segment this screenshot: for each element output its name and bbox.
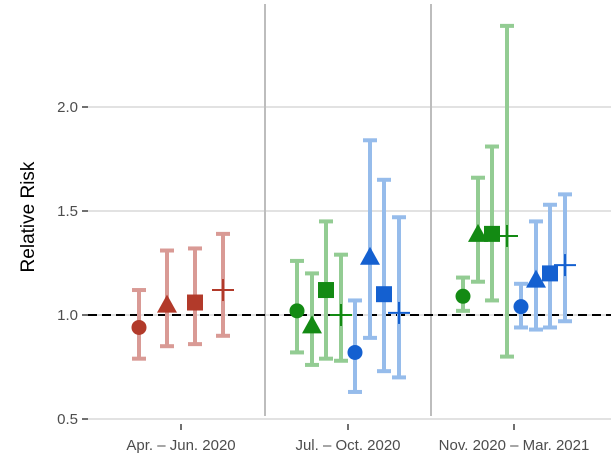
point-plus <box>330 304 352 326</box>
x-tick-label: Apr. – Jun. 2020 <box>126 437 235 454</box>
point-circle <box>131 319 147 335</box>
point-triangle <box>526 269 546 288</box>
point-circle <box>513 299 529 315</box>
point-plus <box>212 279 234 302</box>
error-bar <box>500 23 514 359</box>
error-bar <box>377 177 391 374</box>
point-plus <box>388 301 410 324</box>
point-triangle <box>360 246 380 265</box>
point-triangle <box>468 223 488 242</box>
y-tick-label: 0.5 <box>57 411 78 428</box>
data-marks <box>88 23 611 394</box>
point-square <box>187 294 203 311</box>
axes: 0.5 1.0 1.5 2.0 Apr. – Jun. 2020 Jul. – Oct. … <box>57 99 589 454</box>
point-square <box>376 286 392 303</box>
point-circle <box>289 303 305 319</box>
error-bar <box>363 138 377 340</box>
y-tick-label: 1.5 <box>57 203 78 220</box>
y-tick-label: 1.0 <box>57 307 78 324</box>
x-tick-label: Nov. 2020 – Mar. 2021 <box>439 437 590 454</box>
error-bar <box>485 144 499 303</box>
point-plus <box>496 224 518 247</box>
x-tick-label: Jul. – Oct. 2020 <box>295 437 400 454</box>
error-bar <box>392 215 406 380</box>
y-axis-title: Relative Risk <box>18 161 39 272</box>
point-circle <box>455 288 471 304</box>
point-square <box>484 225 500 242</box>
point-circle <box>347 344 363 360</box>
point-square <box>318 282 334 299</box>
point-triangle <box>157 294 177 313</box>
point-plus <box>554 254 576 277</box>
point-triangle <box>302 315 322 334</box>
y-tick-label: 2.0 <box>57 99 78 116</box>
point-square <box>542 265 558 282</box>
